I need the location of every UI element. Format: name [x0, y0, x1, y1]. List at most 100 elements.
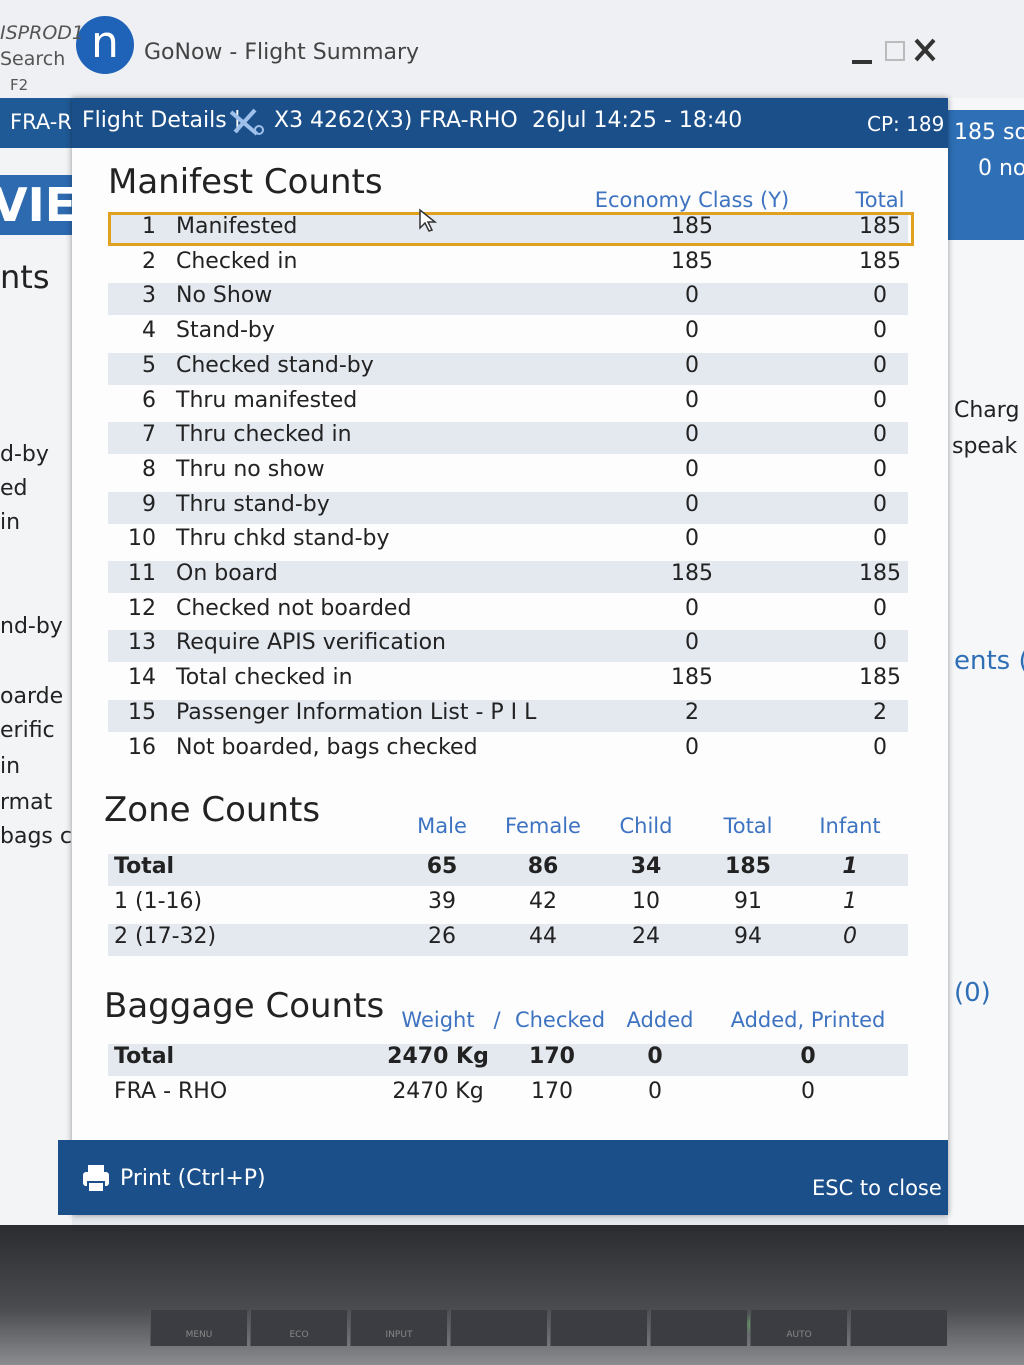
baggage-cell: 0: [800, 1044, 816, 1069]
screen: n GoNow - Flight Summary Flight Details …: [0, 0, 1024, 1225]
baggage-label: Total: [114, 1044, 175, 1069]
monitor-button: [650, 1310, 747, 1346]
row-stripe: [108, 561, 908, 593]
close-hint[interactable]: ESC to close: [812, 1176, 942, 1200]
print-button[interactable]: Print (Ctrl+P): [120, 1166, 266, 1191]
background-pane: [0, 98, 72, 1225]
row-number: 15: [128, 699, 156, 725]
count-cell: 2: [873, 699, 887, 725]
count-cell: 0: [685, 456, 699, 482]
row-stripe: [108, 924, 908, 956]
monitor-button: MENU: [150, 1310, 247, 1346]
zone-label: 1 (1-16): [114, 889, 203, 914]
count-cell: 0: [873, 456, 887, 482]
dialog-header: Flight Details | X3 4262(X3) FRA-RHO 26J…: [72, 98, 948, 148]
row-label: Total checked in: [176, 665, 353, 691]
window-title: GoNow - Flight Summary: [144, 40, 420, 65]
row-label: Passenger Information List - P I L: [176, 699, 537, 725]
count-cell: 0: [685, 387, 699, 413]
zone-cell: 34: [630, 854, 662, 879]
count-cell: 185: [671, 248, 713, 274]
column-header: Total: [855, 188, 905, 212]
row-number: 3: [142, 283, 156, 309]
background-text: in: [0, 754, 21, 779]
monitor-button: INPUT: [350, 1310, 447, 1346]
count-cell: 0: [873, 526, 887, 552]
row-stripe: [108, 1044, 908, 1076]
route: FRA-RHO: [419, 108, 518, 133]
title-bar: n GoNow - Flight Summary: [0, 0, 1024, 98]
baggage-cell: 0: [647, 1044, 663, 1069]
row-label: No Show: [176, 283, 273, 309]
baggage-cell: 2470 Kg: [392, 1079, 484, 1104]
row-label: Require APIS verification: [176, 630, 446, 656]
zone-label: Total: [114, 854, 175, 879]
baggage-cell: 170: [531, 1079, 573, 1104]
row-number: 12: [128, 595, 156, 621]
background-text: in: [0, 510, 21, 535]
row-label: Thru no show: [176, 456, 325, 482]
count-cell: 185: [859, 561, 901, 586]
count-cell: 0: [685, 352, 699, 378]
row-stripe: [108, 283, 908, 316]
row-label: Thru checked in: [176, 422, 352, 448]
dialog-footer: Print (Ctrl+P) ESC to close: [58, 1140, 948, 1215]
row-label: Manifested: [176, 214, 298, 239]
count-cell: 0: [873, 630, 887, 656]
row-label: Thru stand-by: [176, 491, 330, 517]
row-stripe: [108, 352, 908, 385]
background-text: rmat: [0, 790, 53, 815]
background-text: F2: [10, 76, 29, 94]
app-logo: n: [76, 16, 134, 74]
row-number: 5: [142, 352, 156, 378]
count-cell: 185: [859, 665, 901, 691]
count-cell: 0: [873, 318, 887, 344]
row-number: 6: [142, 387, 156, 413]
zone-cell: 0: [843, 924, 857, 949]
background-bar: [0, 98, 72, 148]
flight-summary-dialog: Flight Details | X3 4262(X3) FRA-RHO 26J…: [58, 98, 948, 1215]
background-text: oarde: [0, 684, 64, 709]
count-cell: 0: [873, 283, 887, 309]
column-header: Male: [417, 814, 467, 838]
zone-cell: 94: [734, 924, 762, 949]
background-text: 0 no: [978, 156, 1024, 181]
count-cell: 0: [685, 526, 699, 552]
row-label: Thru manifested: [176, 387, 358, 413]
row-number: 9: [142, 491, 156, 517]
zone-cell: 24: [632, 924, 660, 949]
background-text: nts: [0, 258, 50, 296]
row-number: 2: [142, 248, 156, 274]
print-icon[interactable]: [80, 1162, 112, 1194]
count-cell: 0: [685, 595, 699, 621]
column-header: Female: [505, 814, 581, 838]
background-text: speak E: [952, 434, 1024, 459]
cp-count: CP: 189: [867, 112, 945, 136]
count-cell: 0: [873, 734, 887, 760]
row-number: 8: [142, 456, 156, 482]
count-cell: 0: [685, 630, 699, 656]
background-text: ISPROD1: [0, 22, 84, 44]
background-text: FRA-R: [10, 110, 72, 134]
count-cell: 185: [671, 665, 713, 691]
row-number: 7: [142, 422, 156, 448]
flight-number: X3 4262(X3): [274, 108, 413, 133]
window-controls[interactable]: [800, 30, 950, 74]
zone-cell: 42: [529, 889, 557, 914]
column-header: Economy Class (Y): [594, 188, 790, 212]
zone-label: 2 (17-32): [114, 924, 217, 949]
row-stripe: [108, 491, 908, 524]
column-header: /: [493, 1008, 501, 1032]
row-number: 11: [128, 561, 156, 586]
row-number: 10: [128, 526, 156, 552]
monitor-button: [450, 1310, 547, 1346]
count-cell: 185: [671, 214, 713, 239]
column-header: Infant: [819, 814, 881, 838]
column-header: Total: [723, 814, 773, 838]
row-label: Not boarded, bags checked: [176, 734, 478, 760]
zone-cell: 86: [527, 854, 559, 879]
count-cell: 0: [685, 283, 699, 309]
row-label: Stand-by: [176, 318, 275, 344]
monitor-button: AUTO: [750, 1310, 847, 1346]
row-label: Thru chkd stand-by: [176, 526, 390, 552]
